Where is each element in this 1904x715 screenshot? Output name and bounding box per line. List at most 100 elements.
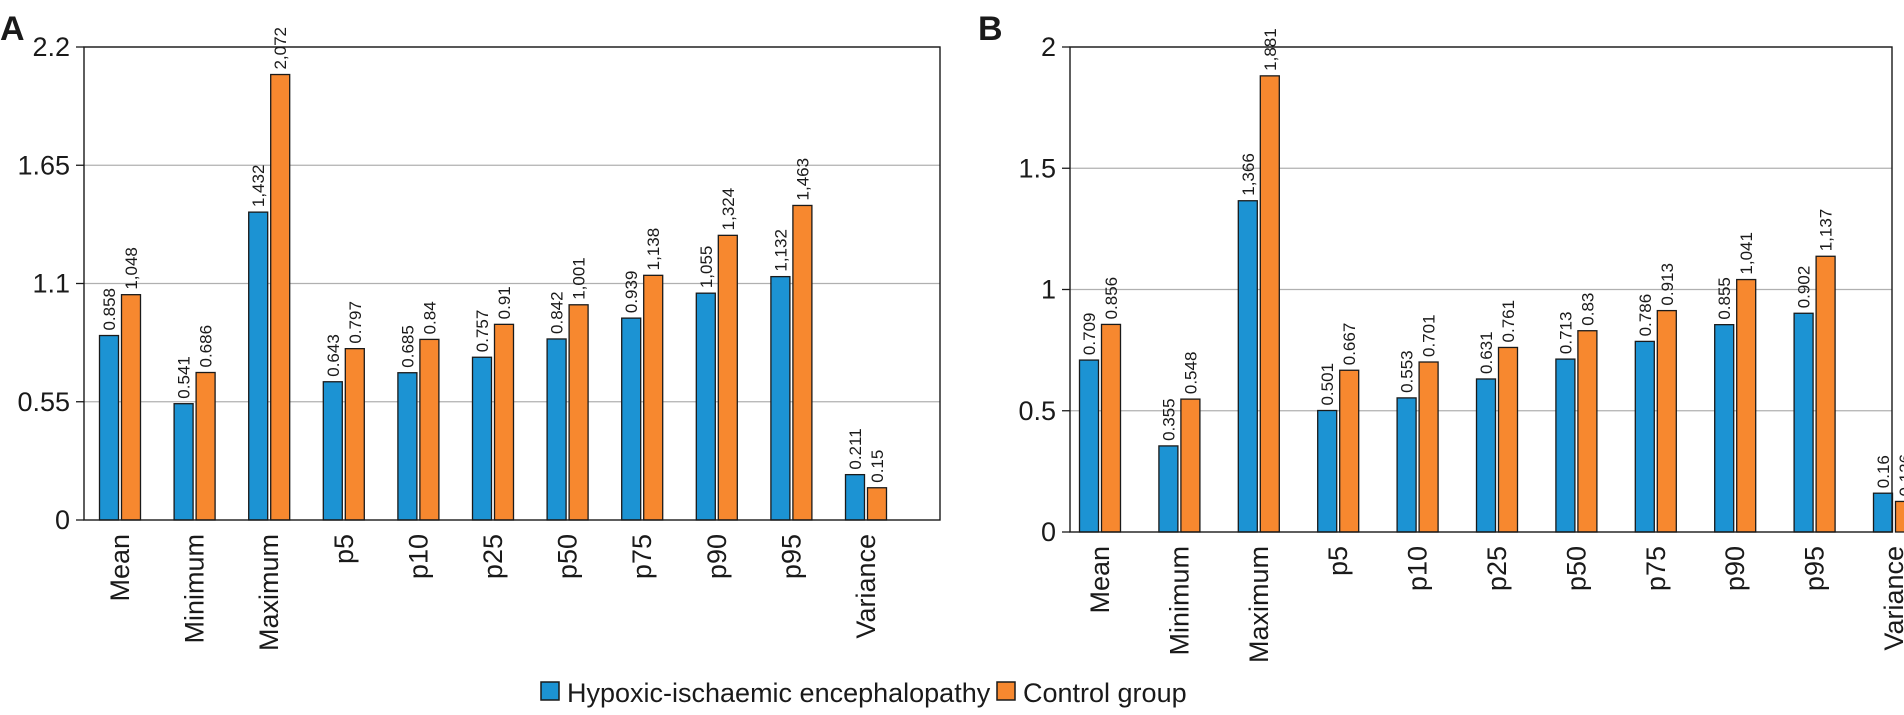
y-tick-label: 1.65 [17,150,70,180]
data-label: 0.701 [1420,314,1439,357]
bar-hie [1159,446,1178,532]
legend-swatch-hie [541,682,559,700]
data-label: 1,055 [697,246,716,289]
data-label: 0.685 [398,325,417,368]
panel-letter: A [0,10,25,48]
x-category-label: Mean [1085,546,1115,614]
bar-hie [622,318,641,520]
bar-hie [1556,359,1575,532]
data-label: 1,048 [122,247,141,290]
bar-control [1260,76,1279,532]
data-label: 0.797 [346,301,365,344]
y-tick-label: 0.5 [1018,396,1056,426]
data-label: 0.91 [495,286,514,319]
bar-control [1499,347,1518,532]
bar-control [1181,399,1200,532]
x-category-label: p10 [403,534,433,579]
x-category-label: Variance [851,534,881,639]
data-label: 0.686 [197,325,216,368]
y-tick-label: 0 [1041,517,1056,547]
x-category-label: Mean [105,534,135,602]
x-category-label: p75 [1641,546,1671,591]
y-tick-label: 0 [55,505,70,535]
bar-hie [1635,341,1654,532]
bar-hie [696,293,715,520]
x-category-label: p95 [1800,546,1830,591]
data-label: 0.541 [175,356,194,399]
panel-letter: B [978,10,1003,48]
data-label: 0.713 [1556,312,1575,355]
data-label: 0.15 [868,450,887,483]
bar-hie [100,336,119,520]
data-label: 1,432 [249,165,268,208]
data-label: 1,041 [1737,232,1756,275]
bar-hie [846,475,865,520]
bar-hie [398,373,417,520]
bar-control [1737,280,1756,532]
data-label: 0.902 [1795,266,1814,309]
x-category-label: p25 [1482,546,1512,591]
bar-hie [1318,411,1337,532]
data-label: 1,324 [719,188,738,231]
bar-hie [1397,398,1416,532]
x-category-label: p50 [1561,546,1591,591]
data-label: 0.355 [1159,398,1178,441]
bar-hie [547,339,566,520]
x-category-label: Minimum [1164,546,1194,656]
bar-hie [323,382,342,520]
legend-swatch-control [997,682,1015,700]
bar-hie [771,277,790,520]
data-label: 0.709 [1080,313,1099,356]
data-label: 1,463 [793,158,812,201]
bar-control [1896,501,1904,532]
bar-hie [1874,493,1893,532]
x-category-label: p90 [702,534,732,579]
data-label: 1,881 [1261,28,1280,71]
data-label: 1,366 [1239,153,1258,196]
bar-control [1340,370,1359,532]
y-tick-label: 1.1 [32,269,70,299]
bar-control [1816,256,1835,532]
bar-control [644,275,663,520]
bar-control [1578,331,1597,532]
data-label: 0.553 [1398,350,1417,393]
data-label: 1,137 [1817,209,1836,252]
data-label: 0.211 [846,428,865,469]
y-tick-label: 2.2 [32,32,70,62]
y-tick-label: 2 [1041,32,1056,62]
x-category-label: Maximum [254,534,284,651]
x-category-label: p90 [1720,546,1750,591]
y-tick-label: 1 [1041,275,1056,305]
data-label: 0.786 [1636,294,1655,337]
x-category-label: p50 [553,534,583,579]
legend: Hypoxic-ischaemic encephalopathy Control… [541,678,1187,708]
y-tick-label: 1.5 [1018,153,1056,183]
bar-control [868,488,887,520]
legend-label-hie: Hypoxic-ischaemic encephalopathy [567,678,991,708]
x-category-label: p5 [1323,546,1353,576]
data-label: 0.939 [622,271,641,314]
data-label: 0.84 [420,301,439,334]
data-label: 1,132 [771,229,790,272]
x-category-label: p5 [329,534,359,564]
data-label: 0.643 [324,334,343,377]
bar-control [793,205,812,520]
data-label: 0.126 [1896,454,1904,497]
bar-control [1657,311,1676,532]
x-category-label: p10 [1403,546,1433,591]
bar-control [718,235,737,520]
data-label: 0.757 [473,310,492,353]
data-label: 0.856 [1102,277,1121,320]
y-tick-label: 0.55 [17,387,70,417]
bar-control [122,295,141,520]
bar-hie [249,212,268,520]
data-label: 0.858 [100,288,119,331]
x-category-label: Variance [1879,546,1904,651]
data-label: 0.842 [548,291,567,334]
bar-control [420,339,439,520]
x-category-label: Minimum [180,534,210,644]
x-category-label: p95 [776,534,806,579]
bar-control [1102,324,1121,532]
